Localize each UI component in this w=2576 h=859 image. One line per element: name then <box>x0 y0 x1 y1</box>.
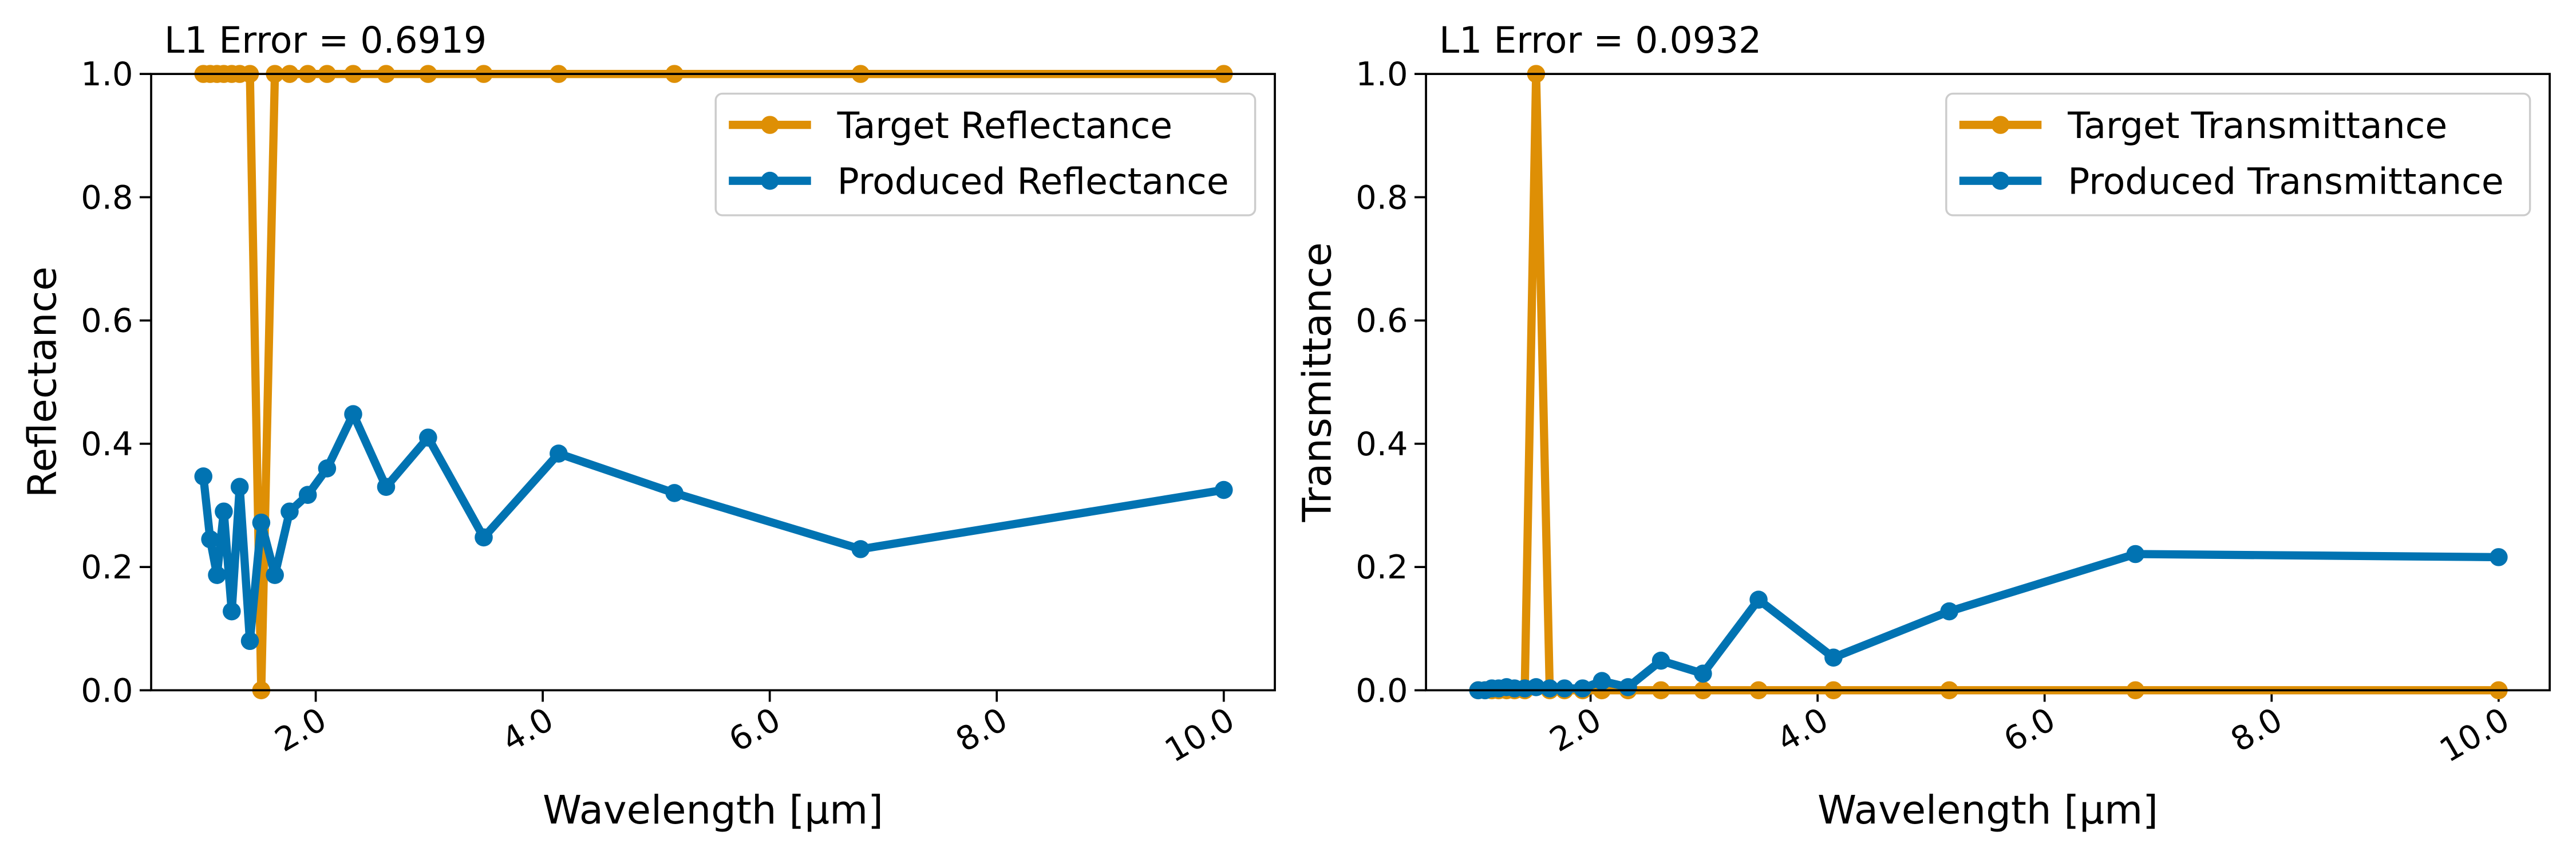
plot-frame <box>150 73 1276 692</box>
data-point <box>280 502 299 521</box>
y-tick-label: 0.8 <box>1356 178 1408 216</box>
data-point <box>1555 679 1574 698</box>
y-tick-label: 0.0 <box>81 671 133 710</box>
y-tick-label: 0.0 <box>1356 671 1408 710</box>
y-axis-label: Reflectance <box>20 266 66 498</box>
y-tick-label: 0.4 <box>81 425 133 463</box>
data-point <box>1694 664 1712 683</box>
data-point <box>1593 672 1611 690</box>
data-point <box>201 530 219 549</box>
data-point <box>194 467 213 486</box>
data-point <box>2126 545 2145 564</box>
data-point <box>475 528 493 547</box>
y-tick-label: 0.2 <box>1356 548 1408 586</box>
series-line <box>199 410 1224 645</box>
data-point <box>2490 548 2508 566</box>
plot-frame <box>1425 73 2551 692</box>
legend-marker <box>1991 116 2010 134</box>
data-point <box>298 486 317 504</box>
y-tick-label: 0.2 <box>81 548 133 586</box>
data-point <box>240 632 259 651</box>
x-axis-label: Wavelength [µm] <box>1818 787 2158 833</box>
data-point <box>1940 602 1958 621</box>
data-point <box>1573 679 1592 698</box>
legend-label: Produced Reflectance <box>837 160 1229 203</box>
data-point <box>223 602 241 621</box>
data-point <box>344 405 362 423</box>
chart-title: L1 Error = 0.0932 <box>1439 19 1761 61</box>
data-point <box>1652 651 1670 670</box>
legend-box <box>714 92 1257 216</box>
legend-label: Produced Transmittance <box>2068 160 2503 203</box>
data-point <box>851 540 870 558</box>
legend-marker <box>1991 171 2010 190</box>
y-tick-label: 1.0 <box>81 55 133 93</box>
data-point <box>1215 480 1233 499</box>
data-point <box>665 484 683 502</box>
legend: Target Reflectance Produced Reflectance <box>714 92 1257 216</box>
data-point <box>1540 679 1559 698</box>
data-point <box>1749 590 1768 609</box>
y-tick-label: 0.6 <box>1356 302 1408 340</box>
legend-marker <box>761 171 779 190</box>
data-point <box>215 502 233 521</box>
data-point <box>1619 678 1637 696</box>
data-point <box>1824 648 1843 667</box>
data-point <box>1527 678 1546 696</box>
data-point <box>419 428 437 447</box>
data-point <box>318 459 337 478</box>
y-tick-label: 0.8 <box>81 178 133 216</box>
legend-label: Target Reflectance <box>837 104 1173 147</box>
chart-title: L1 Error = 0.6919 <box>164 19 487 61</box>
y-tick-label: 0.4 <box>1356 425 1408 463</box>
legend-label: Target Transmittance <box>2067 104 2447 147</box>
y-axis-label: Transmittance <box>1295 242 1341 522</box>
y-tick-label: 1.0 <box>1356 55 1408 93</box>
legend: Target Transmittance Produced Transmittan… <box>1945 92 2531 216</box>
y-tick-label: 0.6 <box>81 302 133 340</box>
data-point <box>550 444 568 463</box>
x-axis-label: Wavelength [µm] <box>543 787 883 833</box>
data-point <box>208 566 226 584</box>
legend-marker <box>761 116 779 134</box>
legend-box <box>1945 92 2531 216</box>
data-point <box>266 566 284 584</box>
data-point <box>252 513 271 532</box>
data-point <box>230 478 249 496</box>
data-point <box>377 478 396 496</box>
